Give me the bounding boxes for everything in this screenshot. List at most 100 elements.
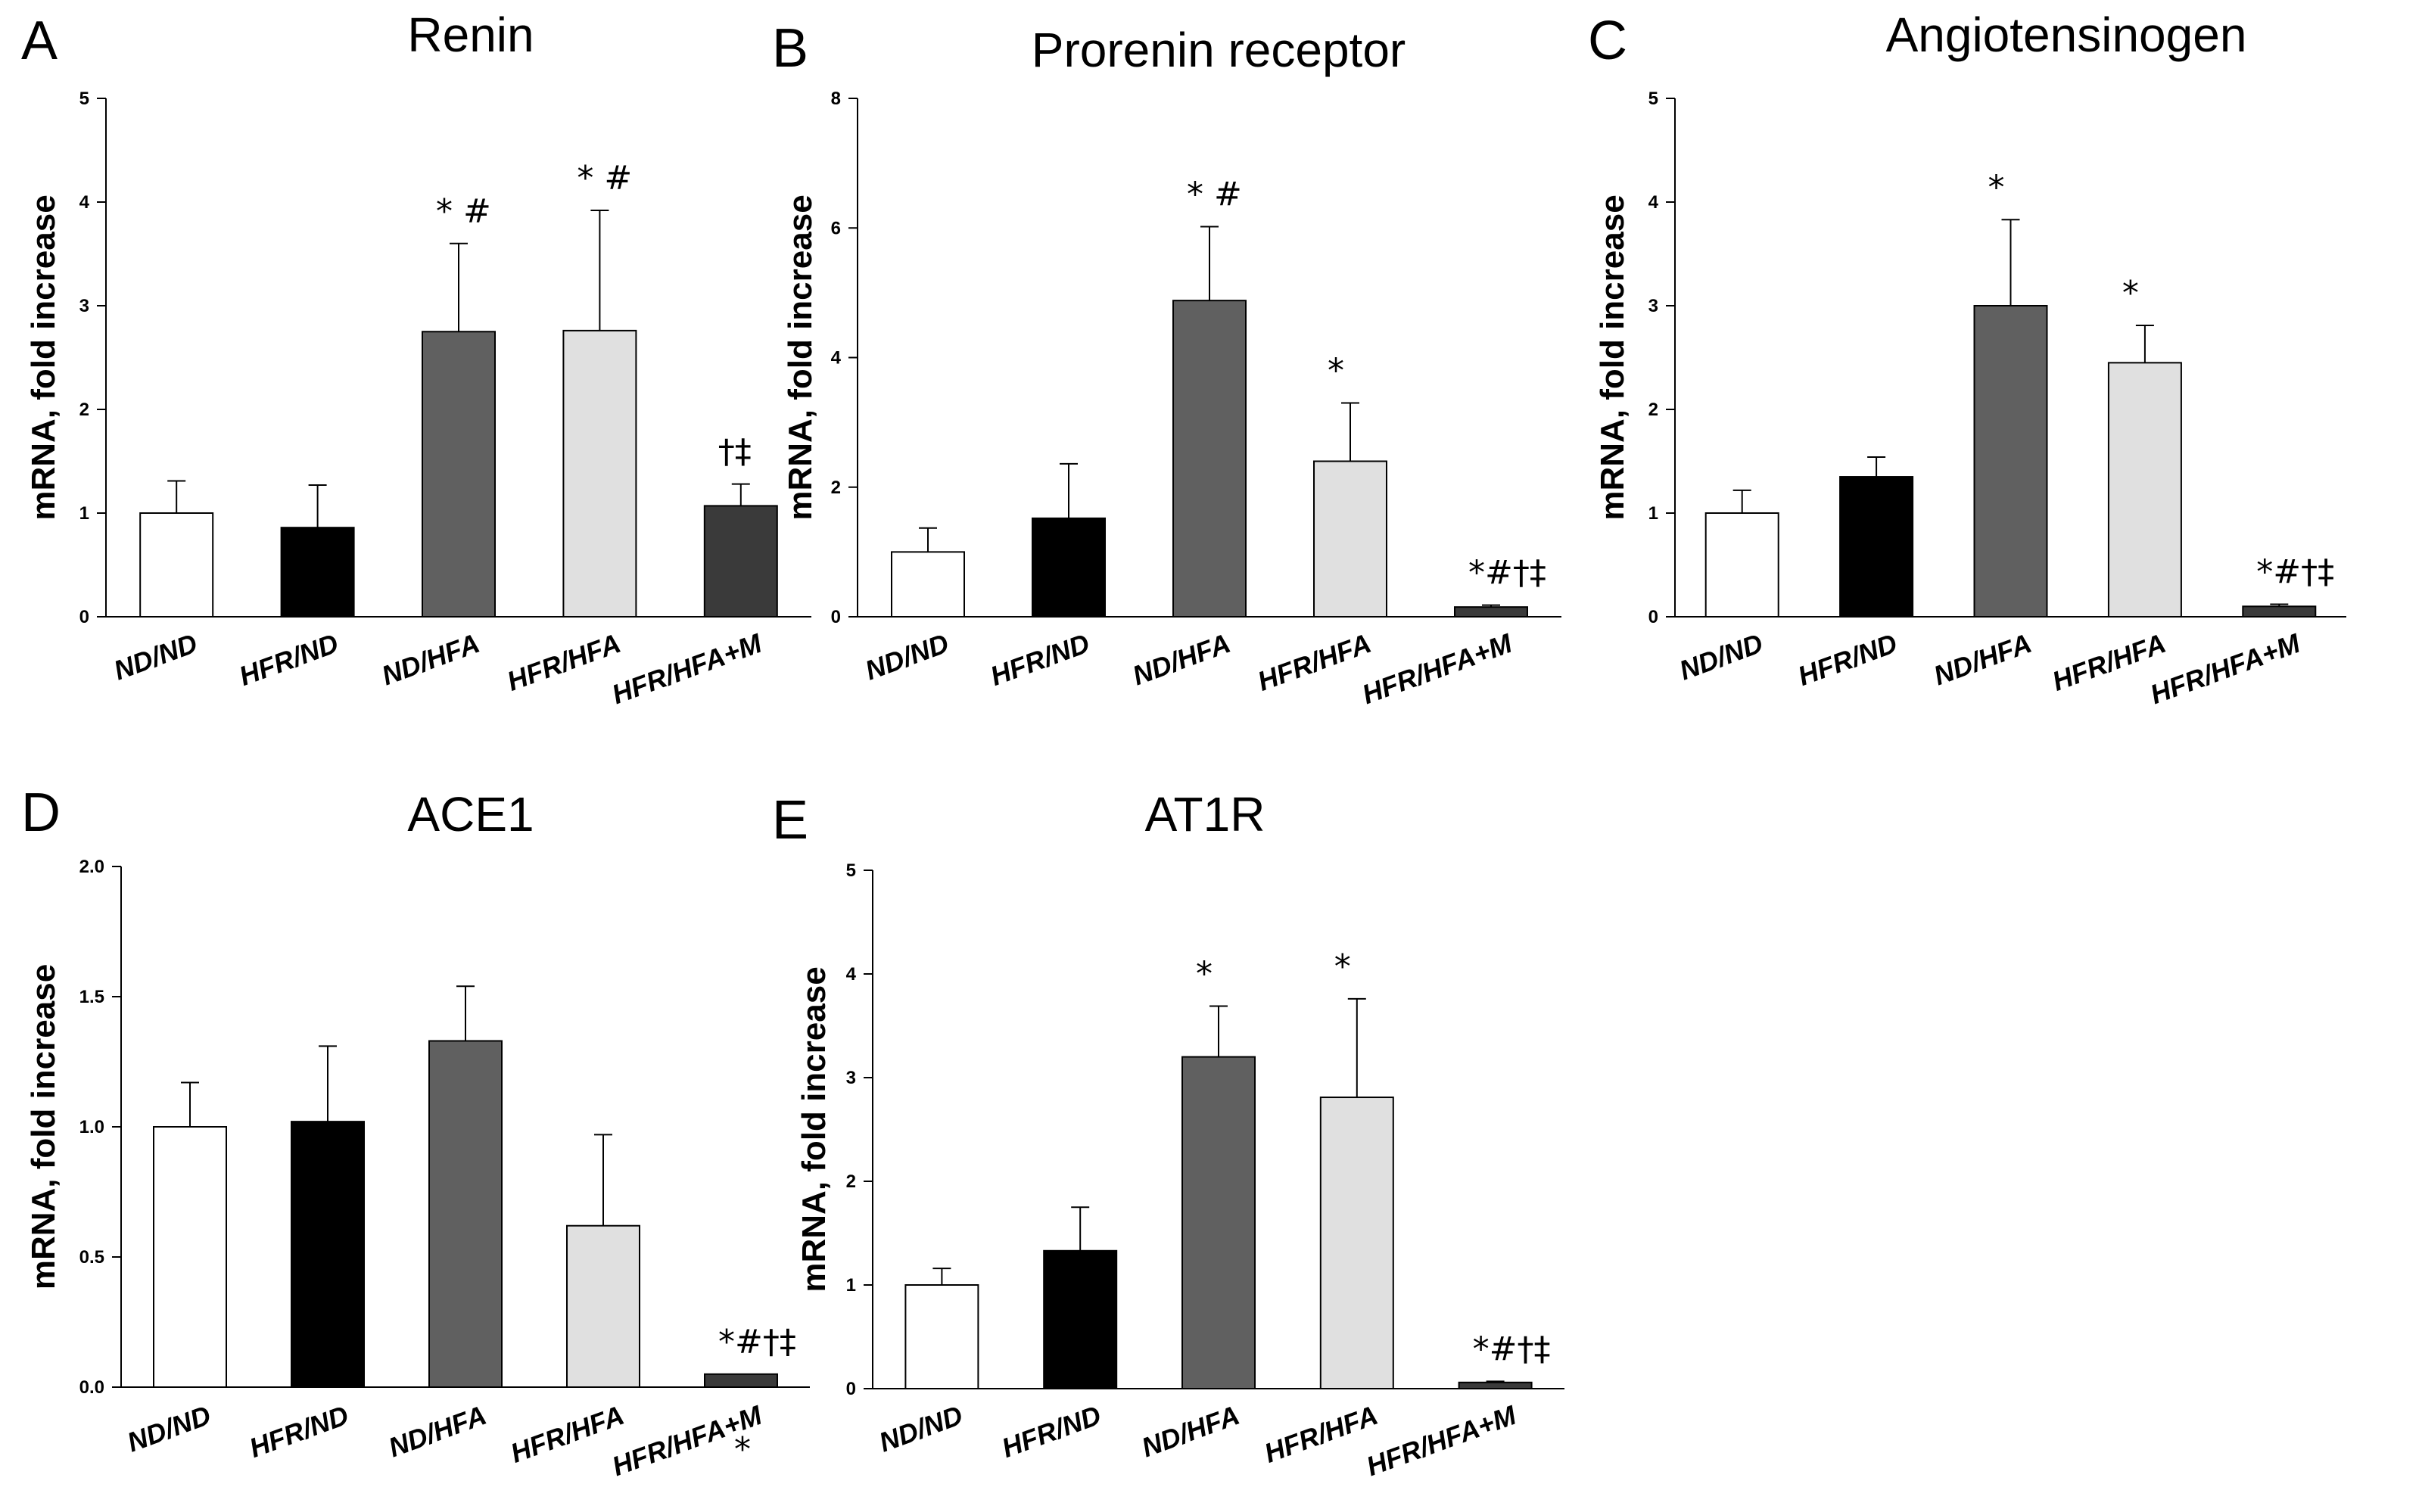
- y-tick-label: 2.0: [79, 857, 104, 877]
- bar-nd-nd: [1704, 512, 1779, 618]
- y-tick-label: 5: [846, 860, 856, 881]
- bar-hfr-nd: [1043, 1249, 1118, 1390]
- x-tick-label: ND/HFA: [1138, 1399, 1244, 1463]
- y-tick-label: 4: [79, 192, 90, 213]
- significance-marker: *#†‡: [718, 1323, 796, 1361]
- panel-letter: A: [21, 11, 58, 71]
- y-tick-label: 3: [79, 296, 89, 316]
- y-tick-label: 2: [79, 400, 89, 420]
- chart-panel-a: A Renin 0 1 2 3 4 5 mRNA, fold increase ND/ND HFR/…: [21, 8, 811, 710]
- x-tick-label: ND/ND: [110, 627, 201, 686]
- y-tick-label: 2: [1648, 400, 1658, 420]
- bar-nd-hfa: [1172, 300, 1247, 618]
- bar-hfr-hfa-m: [2242, 605, 2317, 618]
- y-tick-label: 4: [831, 348, 842, 369]
- chart-panel-c: C Angiotensinogen 0 1 2 3 4 5 mRNA, fold increas…: [1588, 8, 2346, 710]
- significance-marker: * #: [577, 159, 632, 198]
- significance-marker: *#†‡: [1473, 1330, 1551, 1368]
- y-tick-label: 2: [831, 478, 841, 498]
- x-tick-label: HFR/HFA+M: [1358, 627, 1516, 711]
- x-tick-label: HFR/ND: [998, 1399, 1105, 1464]
- bar-hfr-nd: [1839, 476, 1914, 618]
- extra-marker: *: [734, 1430, 751, 1469]
- y-axis-label: mRNA, fold increase: [25, 964, 62, 1290]
- bar-nd-hfa: [1973, 305, 2048, 618]
- bar-nd-hfa: [428, 1040, 503, 1388]
- bar-nd-nd: [139, 512, 214, 618]
- y-axis-label: mRNA, fold increase: [782, 194, 819, 520]
- y-axis-label: mRNA, fold increase: [1594, 194, 1631, 520]
- significance-marker: †‡: [718, 433, 752, 471]
- bar-hfr-hfa: [562, 329, 637, 618]
- chart-title: ACE1: [407, 787, 534, 842]
- significance-marker: *#†‡: [2256, 553, 2334, 592]
- chart-title: AT1R: [1145, 787, 1265, 842]
- panel-letter: E: [772, 790, 808, 851]
- significance-marker: *: [1334, 947, 1351, 986]
- bar-hfr-hfa: [2107, 362, 2182, 618]
- bar-hfr-hfa-m: [704, 1373, 778, 1389]
- x-tick-label: HFR/HFA+M: [1362, 1399, 1521, 1482]
- chart-title: Prorenin receptor: [1032, 23, 1406, 77]
- y-tick-label: 0.0: [79, 1377, 104, 1398]
- chart-panel-b: B Prorenin receptor 0 2 4 6 8 mRNA, fold increa…: [772, 18, 1561, 710]
- y-tick-label: 1: [1648, 503, 1658, 524]
- bar-nd-nd: [904, 1284, 979, 1389]
- bar-nd-hfa: [1181, 1056, 1256, 1389]
- y-tick-label: 3: [1648, 296, 1658, 316]
- panel-letter: D: [21, 782, 61, 843]
- y-tick-label: 3: [846, 1068, 856, 1088]
- bar-hfr-hfa: [566, 1224, 640, 1388]
- significance-marker: * #: [1187, 176, 1242, 214]
- bar-hfr-hfa-m: [1458, 1381, 1533, 1390]
- y-axis-label: mRNA, fold increase: [795, 966, 833, 1292]
- y-tick-label: 8: [831, 89, 841, 109]
- y-tick-label: 5: [1648, 89, 1658, 109]
- y-tick-label: 2: [846, 1171, 856, 1192]
- x-tick-label: ND/HFA: [378, 627, 484, 691]
- x-tick-label: ND/HFA: [1129, 627, 1234, 691]
- bar-hfr-hfa: [1319, 1097, 1394, 1390]
- significance-marker: * #: [436, 192, 491, 231]
- y-tick-label: 4: [1648, 192, 1659, 213]
- bar-nd-hfa: [422, 331, 496, 618]
- y-axis-label: mRNA, fold increase: [25, 194, 62, 520]
- x-tick-label: HFR/HFA: [1253, 627, 1375, 697]
- y-tick-label: 0: [846, 1379, 856, 1399]
- chart-panel-e: E AT1R 0 1 2 3 4 5 mRNA, fold increase ND/ND HFR/N…: [772, 787, 1564, 1482]
- x-tick-label: ND/HFA: [1929, 627, 2035, 691]
- y-tick-label: 6: [831, 218, 841, 238]
- bar-hfr-nd: [1032, 517, 1106, 618]
- y-tick-label: 0: [1648, 607, 1658, 627]
- bar-hfr-nd: [280, 527, 355, 618]
- significance-marker: *: [1328, 351, 1344, 390]
- bar-hfr-hfa-m: [1454, 606, 1528, 618]
- y-tick-label: 0.5: [79, 1247, 104, 1268]
- y-tick-label: 4: [846, 964, 857, 985]
- significance-marker: *: [1988, 168, 2005, 207]
- chart-title: Renin: [407, 8, 534, 62]
- significance-marker: *#†‡: [1468, 554, 1546, 593]
- panel-letter: B: [772, 18, 808, 79]
- y-tick-label: 1: [79, 503, 89, 524]
- significance-marker: *: [2122, 274, 2139, 313]
- x-tick-label: ND/ND: [1675, 627, 1767, 686]
- x-tick-label: HFR/HFA+M: [2146, 627, 2304, 711]
- chart-panel-d: D ACE1 0.0 0.5 1.0 1.5 2.0 mRNA, fold increase N…: [21, 782, 810, 1482]
- x-tick-label: HFR/ND: [1794, 627, 1901, 692]
- bar-hfr-hfa: [1313, 460, 1387, 618]
- x-tick-label: HFR/ND: [235, 627, 343, 692]
- x-tick-label: HFR/HFA+M: [608, 627, 766, 711]
- bar-nd-nd: [153, 1126, 227, 1388]
- y-tick-label: 5: [79, 89, 89, 109]
- bar-hfr-hfa-m: [703, 505, 778, 618]
- x-tick-label: HFR/ND: [986, 627, 1094, 692]
- chart-title: Angiotensinogen: [1886, 8, 2247, 62]
- y-tick-label: 0: [831, 607, 841, 627]
- x-tick-label: HFR/HFA: [503, 627, 625, 697]
- y-tick-label: 1.0: [79, 1117, 104, 1137]
- y-tick-label: 1.5: [79, 987, 104, 1007]
- x-tick-label: HFR/ND: [245, 1399, 353, 1464]
- x-tick-label: ND/ND: [875, 1399, 967, 1458]
